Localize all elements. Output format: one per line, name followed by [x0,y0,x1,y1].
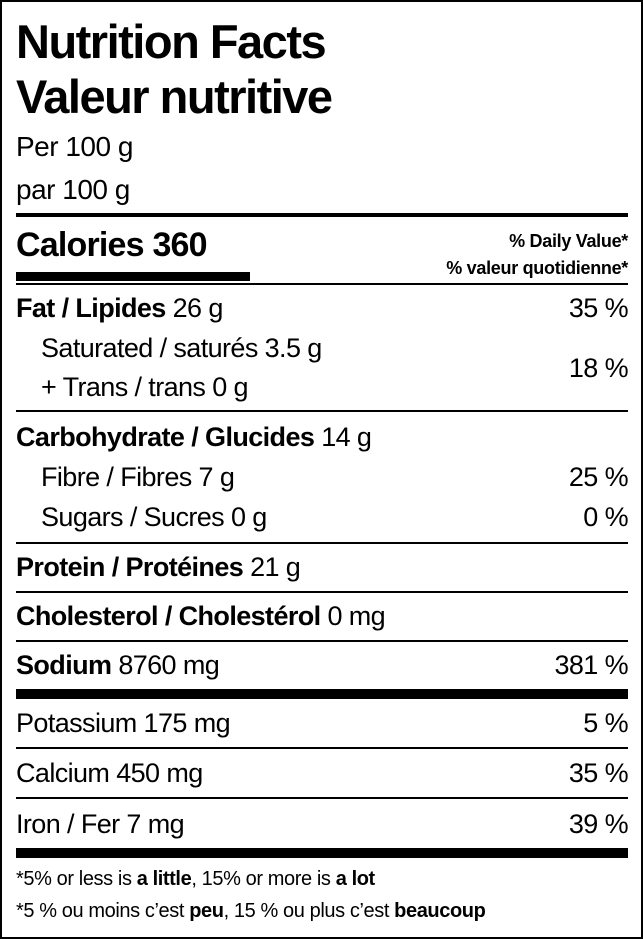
label-text: Cholesterol / Cholestérol [16,601,321,631]
label-text: beaucoup [394,900,486,922]
label-text: 381 % [554,650,628,680]
label-text: Sodium [16,650,112,680]
row-trans: + Trans / trans 0 g [16,367,628,407]
label-text: *5 % ou moins c’est [16,900,190,922]
row-fat: Fat / Lipides 26 g 35 % [16,288,629,328]
divider [16,283,628,285]
row-sugars: Sugars / Sucres 0 g 0 % [16,497,629,537]
label-text: a lot [335,868,376,890]
label-text: 26 g [172,293,224,323]
label-text: Saturated / saturés 3.5 g [41,333,322,363]
divider [16,591,628,593]
footnote-fr: *5 % ou moins c’est peu, 15 % ou plus c’… [16,896,628,926]
footnote-en: *5% or less is a little, 15% or more is … [16,864,628,894]
row-potassium: Potassium 175 mg 5 % [16,703,629,743]
serving-fr: par 100 g [16,174,130,205]
row-cholesterol: Cholesterol / Cholestérol 0 mg [16,596,628,636]
label-text: Potassium 175 mg [16,708,231,738]
label-text: Fat / Lipides [16,293,166,323]
label-text: 21 g [250,552,301,582]
label-text: 35 % [568,293,629,323]
label-text: Calcium 450 mg [16,758,203,788]
label-text: Carbohydrate / Glucides [16,422,315,452]
divider [16,640,628,642]
title-fr: Valeur nutritive [16,70,333,123]
row-calcium: Calcium 450 mg 35 % [16,753,629,793]
calories: Calories 360 [16,222,208,268]
divider [16,410,628,412]
label-text: Protein / Protéines [16,552,244,582]
label-text: 5 % [583,708,628,738]
divider [16,689,628,699]
divider [16,848,628,858]
label-text: 0 % [583,502,628,532]
label-text: Sugars / Sucres 0 g [41,502,267,532]
sat-trans-dv: 18 % [568,353,629,383]
label-text: 14 g [321,422,372,452]
label-text: , 15 % ou plus c’est [223,900,395,922]
divider [16,747,628,749]
label-text: Fibre / Fibres 7 g [41,462,235,492]
row-iron: Iron / Fer 7 mg 39 % [16,804,629,844]
calories-value: 360 [152,226,207,264]
label-text: 35 % [568,758,629,788]
label-text: a little [136,868,192,890]
label-text: peu [189,900,224,922]
divider [16,797,628,799]
row-fibre: Fibre / Fibres 7 g 25 % [16,457,629,497]
label-text: + Trans / trans 0 g [41,372,249,402]
calories-label: Calories [16,226,145,264]
calories-bar [16,272,250,281]
label-text: 0 mg [327,601,386,631]
dv-header-fr: % valeur quotidienne* [446,258,628,278]
divider [16,213,628,217]
serving-en: Per 100 g [16,131,133,162]
dv-header-en: % Daily Value* [509,231,628,251]
row-carbohydrate: Carbohydrate / Glucides 14 g [16,417,628,457]
divider [16,542,628,544]
dv-header: % Daily Value* % valeur quotidienne* [16,228,628,282]
row-saturated: Saturated / saturés 3.5 g [16,328,628,368]
label-text: , 15% or more is [191,868,336,890]
label-text: *5% or less is [16,868,137,890]
title-en: Nutrition Facts [16,15,327,68]
label-text: 25 % [568,462,629,492]
row-protein: Protein / Protéines 21 g [16,547,628,587]
label-text: 8760 mg [118,650,220,680]
row-sodium: Sodium 8760 mg 381 % [16,645,629,685]
label-text: Iron / Fer 7 mg [16,809,185,839]
label-text: 39 % [568,809,629,839]
